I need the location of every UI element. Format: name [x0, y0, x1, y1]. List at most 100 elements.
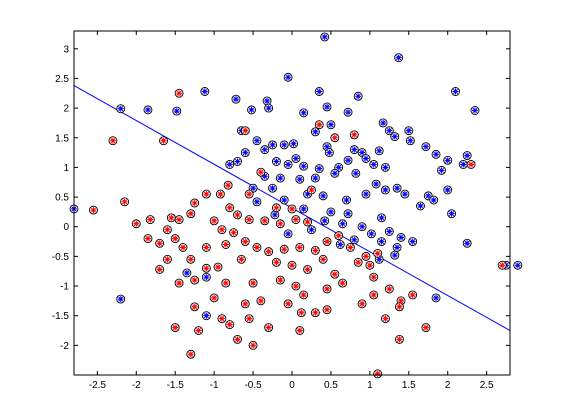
- data-point: [314, 87, 324, 96]
- data-point: [279, 140, 289, 150]
- data-point: [361, 189, 371, 199]
- data-point: [120, 197, 130, 207]
- series-1: [89, 88, 507, 379]
- data-point: [186, 254, 196, 264]
- data-point: [291, 154, 301, 163]
- data-point: [270, 210, 280, 220]
- data-point: [462, 238, 472, 248]
- data-point: [357, 299, 367, 309]
- data-point: [295, 243, 305, 252]
- data-point: [178, 243, 188, 252]
- data-point: [394, 334, 404, 344]
- data-point: [275, 275, 285, 285]
- data-point: [275, 219, 285, 229]
- x-tick-label: 0.5: [324, 380, 338, 391]
- data-point: [131, 219, 141, 229]
- data-point: [408, 290, 418, 300]
- data-point: [373, 369, 383, 379]
- data-point: [231, 94, 241, 104]
- data-point: [421, 142, 431, 152]
- data-point: [209, 216, 219, 226]
- data-point: [451, 87, 460, 96]
- data-point: [361, 251, 371, 261]
- y-tick-label: 0: [63, 222, 69, 233]
- data-point: [384, 126, 394, 136]
- data-point: [201, 189, 211, 199]
- data-point: [384, 227, 394, 236]
- y-tick-label: -1: [60, 282, 69, 293]
- data-point: [307, 185, 316, 195]
- data-point: [310, 308, 320, 318]
- data-point: [295, 174, 305, 184]
- data-point: [217, 314, 227, 324]
- data-point: [248, 340, 258, 350]
- data-point: [408, 237, 418, 247]
- data-point: [201, 263, 211, 273]
- data-point: [349, 235, 359, 245]
- data-point: [279, 244, 289, 254]
- data-point: [229, 228, 239, 238]
- data-point: [190, 198, 200, 208]
- data-point: [143, 234, 153, 244]
- data-point: [369, 159, 379, 169]
- data-point: [260, 145, 270, 155]
- data-point: [116, 294, 126, 304]
- data-point: [240, 299, 250, 309]
- data-point: [310, 173, 320, 183]
- data-point: [225, 320, 235, 330]
- data-point: [324, 148, 334, 158]
- data-point: [380, 314, 390, 324]
- data-point: [371, 179, 381, 189]
- data-point: [221, 240, 231, 249]
- data-point: [345, 243, 355, 252]
- data-point: [357, 222, 367, 232]
- data-point: [268, 140, 277, 150]
- data-point: [470, 106, 480, 115]
- data-point: [396, 232, 406, 242]
- data-point: [326, 120, 336, 130]
- x-tick-label: -2.5: [89, 380, 107, 391]
- data-point: [322, 305, 332, 315]
- data-point: [369, 290, 379, 300]
- data-point: [365, 260, 375, 270]
- data-point: [225, 159, 235, 169]
- x-tick-label: -2: [132, 380, 141, 391]
- data-point: [384, 284, 394, 294]
- data-point: [275, 173, 285, 183]
- data-point: [155, 238, 165, 248]
- data-point: [248, 278, 258, 288]
- data-point: [330, 133, 340, 143]
- data-point: [223, 180, 233, 190]
- data-point: [213, 262, 223, 272]
- data-point: [186, 209, 196, 219]
- data-point: [291, 281, 301, 291]
- data-point: [431, 149, 441, 159]
- data-point: [366, 229, 376, 239]
- data-point: [209, 293, 219, 303]
- data-point: [351, 168, 361, 178]
- data-point: [497, 260, 507, 270]
- data-point: [416, 201, 425, 211]
- data-point: [201, 311, 211, 321]
- data-point: [264, 103, 274, 113]
- data-point: [342, 195, 351, 205]
- data-point: [159, 136, 168, 146]
- data-point: [380, 162, 390, 172]
- y-tick-label: 2: [63, 104, 69, 115]
- y-tick-label: 1.5: [55, 133, 69, 144]
- data-point: [320, 32, 330, 42]
- data-point: [303, 264, 313, 274]
- data-point: [201, 243, 211, 252]
- data-point: [291, 215, 301, 225]
- plot-area: [74, 31, 510, 375]
- data-point: [108, 136, 118, 146]
- data-point: [236, 254, 246, 264]
- data-point: [271, 157, 281, 166]
- data-point: [252, 197, 262, 207]
- data-point: [462, 151, 472, 161]
- data-point: [458, 159, 468, 169]
- data-point: [314, 120, 324, 130]
- data-point: [283, 229, 293, 239]
- data-point: [295, 326, 305, 335]
- data-point: [394, 53, 404, 63]
